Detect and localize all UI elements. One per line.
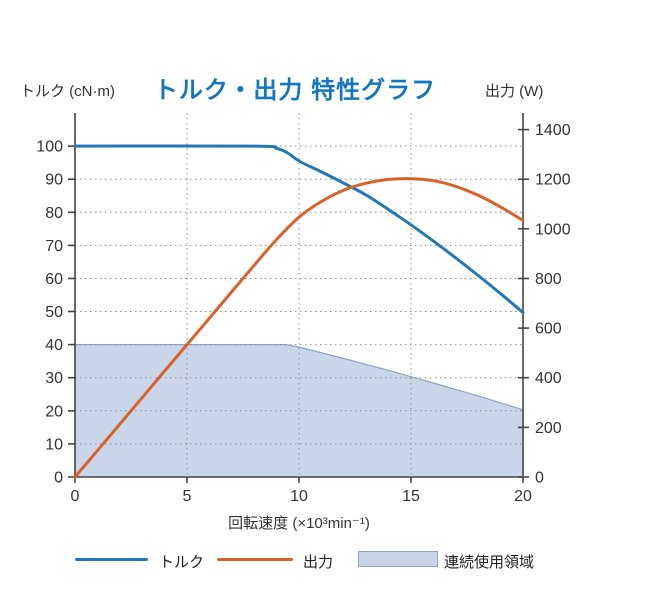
output-curve (73, 177, 525, 479)
left-axis-tick-label: 40 (45, 337, 63, 354)
legend-output-line-icon (217, 558, 293, 561)
left-axis-tick-label: 60 (45, 271, 63, 288)
x-axis-tick-label: 20 (514, 488, 532, 505)
chart-title: トルク・出力 特性グラフ (153, 77, 437, 104)
x-axis-title: 回転速度 (×10³min⁻¹) (228, 515, 370, 532)
right-axis-tick-label: 1000 (535, 221, 571, 238)
left-axis-tick-label: 10 (45, 436, 63, 453)
left-axis-tick-label: 50 (45, 304, 63, 321)
right-axis-tick-label: 200 (535, 420, 562, 437)
left-axis-tick-label: 30 (45, 370, 63, 387)
left-axis-title: トルク (cN·m) (20, 83, 115, 100)
legend-output-label: 出力 (303, 554, 334, 571)
x-axis-tick-label: 5 (183, 488, 192, 505)
x-axis-tick-label: 10 (290, 488, 308, 505)
legend-torque-line-icon (75, 558, 148, 561)
left-axis-tick-label: 100 (36, 139, 63, 156)
left-axis-tick-label: 70 (45, 238, 63, 255)
tick-labels: 0102030405060708090100020040060080010001… (36, 122, 570, 505)
legend-region-swatch-icon (358, 551, 438, 567)
left-axis-tick-label: 0 (54, 470, 63, 487)
x-axis-tick-label: 0 (71, 488, 80, 505)
legend-region-label: 連続使用領域 (444, 554, 535, 571)
x-axis-tick-label: 15 (402, 488, 420, 505)
right-axis-tick-label: 1400 (535, 122, 571, 139)
right-axis-tick-label: 800 (535, 271, 562, 288)
legend-torque-label: トルク (159, 554, 205, 571)
axes (68, 113, 529, 483)
left-axis-tick-label: 90 (45, 172, 63, 189)
left-axis-tick-label: 20 (45, 403, 63, 420)
continuous-use-region-border (75, 344, 524, 411)
right-axis-tick-label: 600 (535, 321, 562, 338)
right-axis-title: 出力 (W) (485, 83, 544, 100)
gridlines (75, 113, 523, 477)
left-axis-tick-label: 80 (45, 205, 63, 222)
torque-curve (73, 144, 525, 314)
right-axis-tick-label: 1200 (535, 172, 571, 189)
right-axis-tick-label: 400 (535, 370, 562, 387)
right-axis-tick-label: 0 (535, 470, 544, 487)
